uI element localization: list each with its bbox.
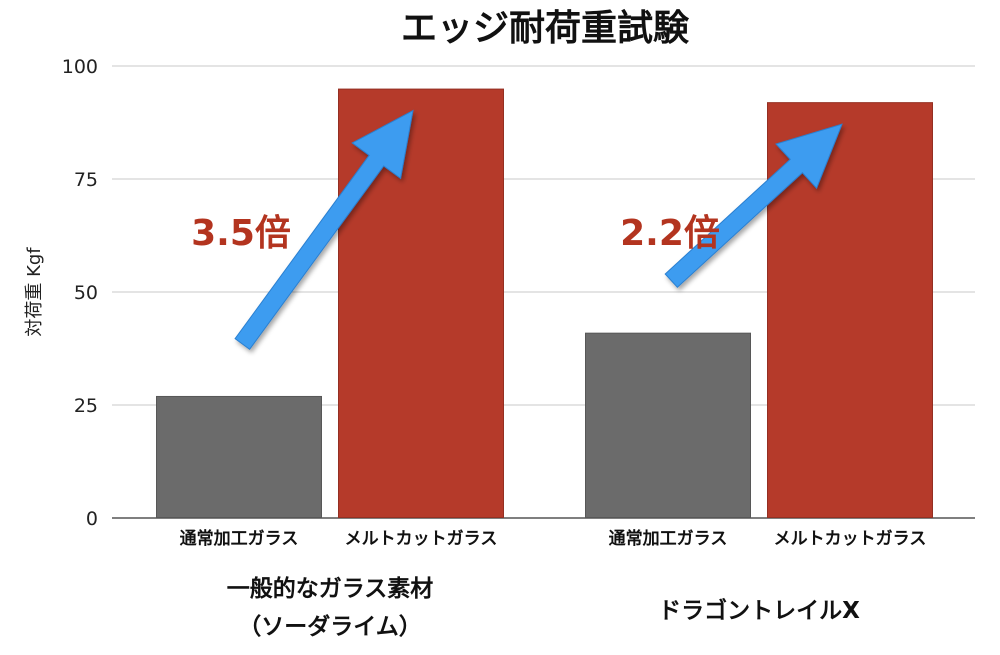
ratio-label: 2.2倍 bbox=[620, 213, 720, 254]
bar-normal-glass bbox=[585, 332, 751, 518]
ratio-label: 3.5倍 bbox=[191, 213, 291, 254]
bar-outline bbox=[338, 88, 504, 518]
y-tick-label: 100 bbox=[62, 56, 98, 78]
y-tick-label: 25 bbox=[74, 395, 98, 417]
y-tick-labels: 0 25 50 75 100 bbox=[62, 56, 98, 530]
bar-outline bbox=[767, 102, 933, 518]
y-tick-label: 50 bbox=[74, 282, 98, 304]
category-label: メルトカットガラス bbox=[774, 529, 927, 549]
group-label: ドラゴントレイルX bbox=[658, 597, 860, 624]
ratio-arrow bbox=[234, 109, 414, 351]
ratio-arrow bbox=[664, 123, 843, 289]
category-label: メルトカットガラス bbox=[345, 529, 498, 549]
y-tick-label: 0 bbox=[86, 508, 98, 530]
bar-outline bbox=[156, 395, 322, 518]
bar-normal-glass bbox=[156, 395, 322, 518]
bar-meltcut-glass bbox=[338, 88, 504, 518]
y-tick-label: 75 bbox=[74, 169, 98, 191]
category-label: 通常加工ガラス bbox=[180, 528, 299, 549]
group-label: 一般的なガラス素材 bbox=[227, 575, 434, 602]
bar-outline bbox=[585, 332, 751, 518]
arrows bbox=[234, 109, 843, 351]
category-label: 通常加工ガラス bbox=[609, 528, 728, 549]
y-axis-label: 対荷重 Kgf bbox=[24, 247, 45, 337]
chart-title: エッジ耐荷重試験 bbox=[401, 8, 690, 49]
group-label: （ソーダライム） bbox=[238, 613, 422, 640]
